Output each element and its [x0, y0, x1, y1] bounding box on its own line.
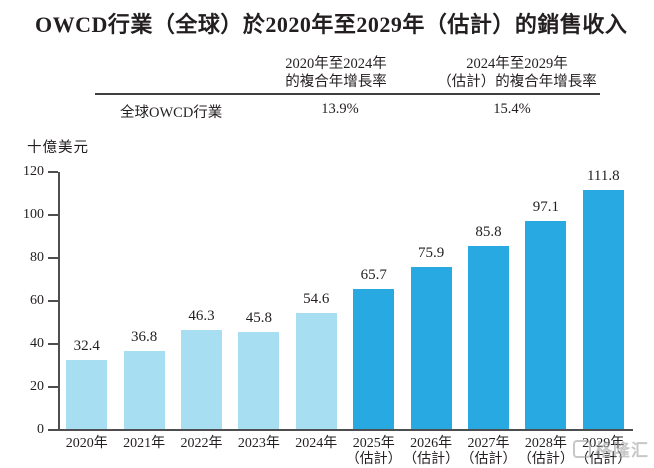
- bar-2029年: [582, 189, 624, 430]
- bar-value-label: 97.1: [532, 199, 560, 216]
- bar-2023年: [238, 331, 280, 430]
- page-title: OWCD行業（全球）於2020年至2029年（估計）的銷售收入: [35, 12, 628, 37]
- y-axis-tick: [48, 214, 58, 216]
- y-axis-tick: [48, 257, 58, 259]
- x-category-year: 2023年: [237, 436, 280, 451]
- bar-2020年: [66, 360, 108, 430]
- x-category-year: 2021年: [123, 436, 166, 451]
- x-axis-category-label: 2028年 （估計）: [512, 436, 580, 467]
- bar-2022年: [181, 330, 222, 430]
- table-header-cagr-2024-2029: 2024年至2029年 （估計）的複合年增長率: [403, 55, 631, 91]
- y-axis-tick: [48, 386, 58, 388]
- y-tick-label: 20: [30, 379, 44, 394]
- y-tick-label: 80: [30, 250, 44, 265]
- y-axis-tick: [48, 171, 58, 173]
- table-value-cagr-2024-2029: 15.4%: [493, 101, 531, 117]
- y-axis-tick: [48, 300, 58, 302]
- watermark: 格隆汇: [573, 436, 649, 461]
- x-axis-category-label: 2023年: [225, 436, 293, 452]
- x-category-year: 2024年: [295, 436, 338, 451]
- x-category-estimate-note: （估計）: [517, 451, 574, 467]
- bar-2024年: [295, 312, 337, 430]
- x-category-estimate-note: （估計）: [345, 451, 402, 467]
- table-header-line: 2024年至2029年: [466, 56, 568, 72]
- bar-value-label: 111.8: [586, 167, 620, 184]
- table-header-cagr-2020-2024: 2020年至2024年 的複合年增長率: [226, 55, 446, 91]
- y-tick-label: 40: [30, 336, 44, 351]
- table-header-line: 的複合年增長率: [285, 74, 387, 90]
- x-axis-category-label: 2021年: [110, 436, 178, 452]
- x-axis-category-label: 2022年: [168, 436, 236, 452]
- bar-value-label: 46.3: [188, 308, 215, 325]
- x-category-year: 2028年: [524, 436, 567, 451]
- bar-2026年: [410, 266, 452, 430]
- bar-value-label: 54.6: [303, 290, 330, 307]
- x-axis-category-label: 2026年 （估計）: [397, 436, 465, 467]
- y-axis-tick: [48, 343, 58, 345]
- x-category-estimate-note: （估計）: [403, 451, 460, 467]
- bar-2021年: [123, 350, 165, 430]
- x-category-year: 2027年: [467, 436, 510, 451]
- x-category-year: 2025年: [352, 436, 395, 451]
- bar-2027年: [468, 245, 509, 430]
- watermark-logo-icon: [573, 439, 591, 458]
- x-category-estimate-note: （估計）: [460, 451, 517, 467]
- table-row-label: 全球OWCD行業: [120, 105, 223, 121]
- bar-value-label: 32.4: [73, 338, 100, 355]
- x-category-year: 2020年: [65, 436, 108, 451]
- x-axis-category-label: 2020年: [53, 436, 121, 452]
- bar-2028年: [525, 221, 567, 430]
- bar-value-label: 45.8: [245, 309, 273, 326]
- table-header-line: （估計）的複合年增長率: [437, 74, 597, 90]
- x-axis-category-label: 2024年: [282, 436, 350, 452]
- y-tick-label: 60: [30, 293, 44, 308]
- table-value-cagr-2020-2024: 13.9%: [321, 101, 359, 117]
- y-axis-line: [58, 172, 60, 430]
- bar-value-label: 65.7: [360, 266, 387, 283]
- table-header-line: 2020年至2024年: [285, 56, 387, 72]
- x-category-year: 2029年: [582, 436, 625, 451]
- bar-value-label: 85.8: [475, 223, 502, 240]
- y-axis-unit-label: 十億美元: [27, 140, 89, 156]
- bar-value-label: 36.8: [130, 328, 158, 345]
- y-axis-tick: [48, 429, 58, 431]
- x-axis-category-label: 2027年 （估計）: [455, 436, 523, 467]
- table-divider-line: [95, 93, 600, 95]
- bar-value-label: 75.9: [417, 244, 445, 261]
- y-tick-label: 100: [23, 207, 44, 222]
- x-axis-category-label: 2025年 （估計）: [340, 436, 408, 467]
- bar-2025年: [353, 288, 395, 430]
- x-category-year: 2026年: [410, 436, 453, 451]
- x-category-year: 2022年: [180, 436, 223, 451]
- y-tick-label: 120: [23, 164, 44, 179]
- x-axis-line: [58, 429, 633, 431]
- y-tick-label: 0: [37, 422, 44, 437]
- watermark-label: 格隆汇: [595, 441, 649, 460]
